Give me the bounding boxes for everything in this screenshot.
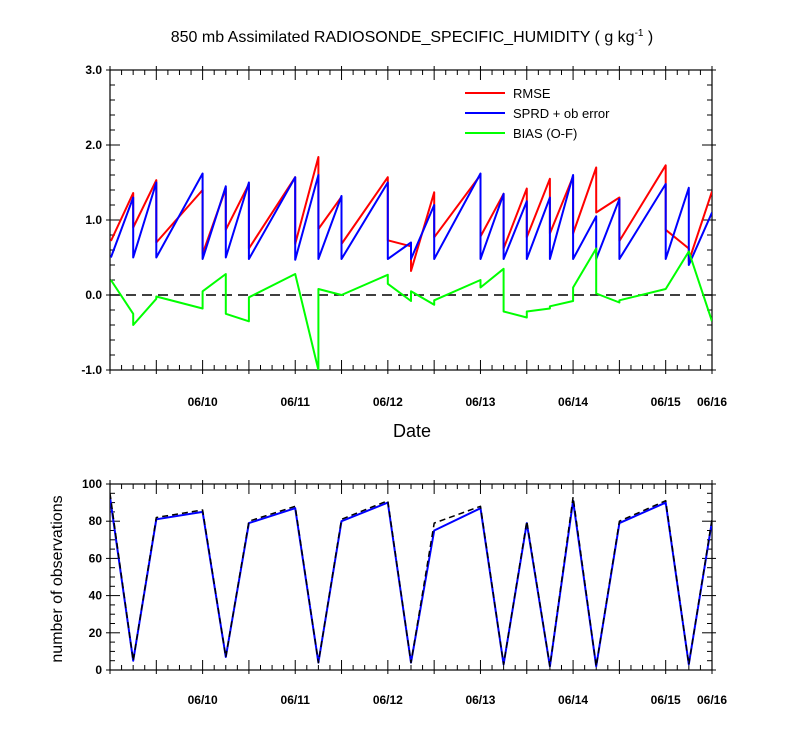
bottom-y-tick-label: 40 (89, 589, 103, 603)
top-series-sprd-ob-error (110, 172, 712, 266)
top-y-tick-label: -1.0 (81, 363, 102, 377)
bottom-x-tick-label: 06/11 (281, 693, 311, 707)
top-plot-panel: 06/10 06/11 06/12 06/13 06/14 06/15 06/16 -1.0 0… (81, 63, 727, 409)
top-x-axis-label: Date (393, 421, 431, 441)
bottom-y-axis-label: number of observations (49, 495, 66, 662)
top-x-tick-label: 06/14 (558, 395, 588, 409)
bottom-x-tick-label: 06/14 (558, 693, 588, 707)
bottom-series-assimilated (110, 496, 712, 668)
bottom-y-tick-label: 0 (95, 663, 102, 677)
legend-label-0: RMSE (513, 86, 551, 101)
top-x-tick-label: 06/11 (281, 395, 311, 409)
top-frame (109, 69, 713, 371)
bottom-x-tick-label: 06/16 (697, 693, 727, 707)
top-y-tick-label: 3.0 (85, 63, 102, 77)
bottom-y-tick-label: 100 (82, 477, 102, 491)
bottom-x-tick-label: 06/10 (188, 693, 218, 707)
top-y-tick-label: 2.0 (85, 138, 102, 152)
chart-title-superscript: -1 (635, 28, 644, 39)
bottom-plot-panel: 06/10 06/11 06/12 06/13 06/14 06/15 06/16 0 20 40… (82, 477, 727, 707)
top-x-tick-label: 06/10 (188, 395, 218, 409)
legend-label-2: BIAS (O-F) (513, 126, 577, 141)
bottom-x-tick-label: 06/13 (465, 693, 495, 707)
legend-label-1: SPRD + ob error (513, 106, 610, 121)
bottom-series-group (110, 493, 712, 668)
top-y-tick-label: 0.0 (85, 288, 102, 302)
bottom-x-tick-label: 06/15 (651, 693, 681, 707)
top-y-tick-label: 1.0 (85, 213, 102, 227)
top-x-tick-label: 06/13 (465, 395, 495, 409)
top-series-bias-o-f (110, 247, 712, 370)
bottom-y-tick-label: 60 (89, 551, 103, 565)
bottom-y-tick-label: 80 (89, 514, 103, 528)
chart-title-end: ) (643, 29, 653, 46)
top-series-group (110, 156, 712, 370)
chart-title: 850 mb Assimilated RADIOSONDE_SPECIFIC_H… (171, 28, 654, 46)
top-x-tick-label: 06/15 (651, 395, 681, 409)
bottom-x-tick-label: 06/12 (373, 693, 403, 707)
bottom-series-possible (110, 493, 712, 668)
top-x-tick-label: 06/12 (373, 395, 403, 409)
bottom-y-tick-label: 20 (89, 626, 103, 640)
top-x-tick-label: 06/16 (697, 395, 727, 409)
